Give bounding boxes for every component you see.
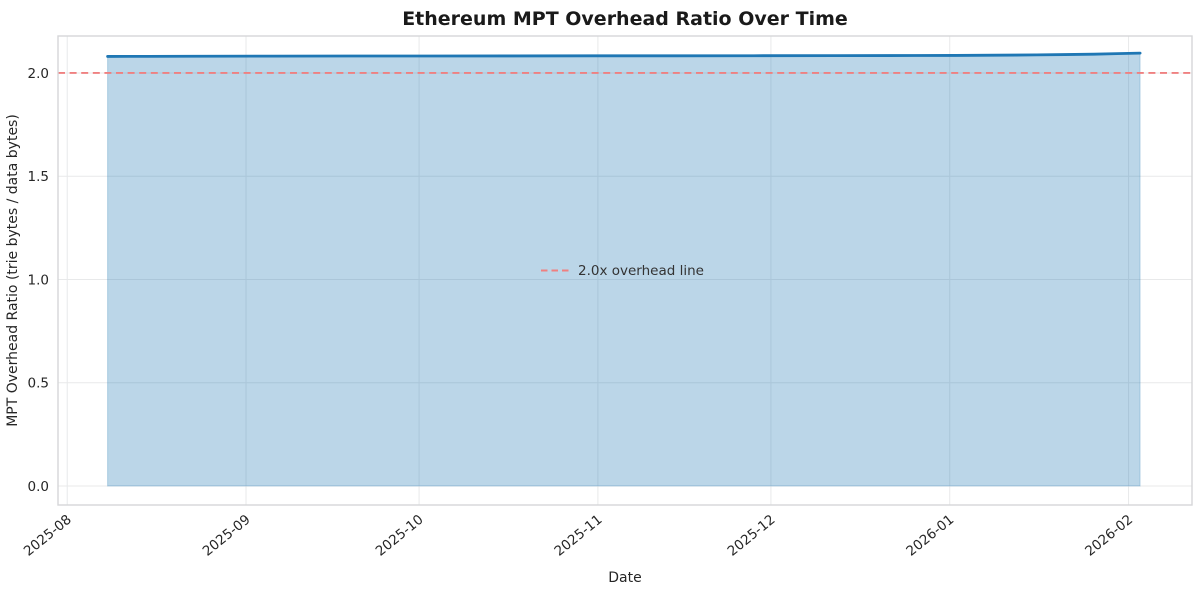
x-tick-label: 2026-01: [903, 512, 957, 560]
y-tick-label: 0.5: [28, 376, 49, 392]
y-tick-label: 1.0: [28, 272, 49, 288]
legend-label: 2.0x overhead line: [578, 263, 704, 279]
x-axis-label: Date: [608, 570, 641, 586]
x-tick-label: 2025-12: [725, 512, 779, 560]
x-tick-label: 2025-08: [21, 512, 75, 560]
series-line: [106, 51, 1142, 58]
x-tick-label: 2025-09: [200, 512, 254, 560]
y-tick-label: 2.0: [28, 66, 49, 82]
chart-title: Ethereum MPT Overhead Ratio Over Time: [402, 8, 848, 30]
y-axis-label: MPT Overhead Ratio (trie bytes / data by…: [5, 114, 21, 427]
x-tick-label: 2025-10: [373, 512, 427, 560]
plot-area: [58, 36, 1192, 505]
x-tick-label: 2026-02: [1082, 512, 1136, 560]
plot-border: [57, 35, 1193, 506]
y-tick-label: 1.5: [28, 169, 49, 185]
x-tick-label: 2025-11: [552, 512, 606, 560]
legend: 2.0x overhead line: [541, 263, 704, 279]
y-tick-label: 0.0: [28, 479, 49, 495]
